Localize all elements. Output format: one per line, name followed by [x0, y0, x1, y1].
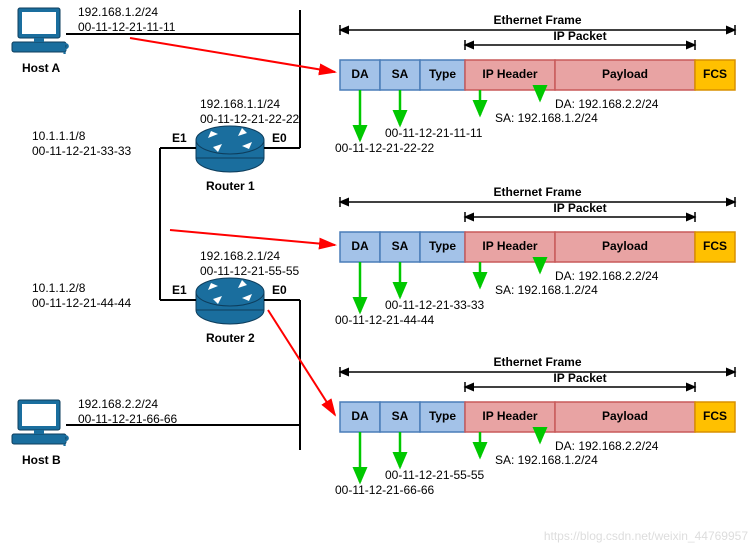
r2-e1-label: E1	[172, 283, 187, 297]
router-2-label: Router 2	[206, 331, 255, 345]
frame-3-ip-sa: SA: 192.168.1.2/24	[495, 453, 598, 467]
r2-e1-ip: 10.1.1.2/8	[32, 281, 86, 295]
frame-2-ip-sa: SA: 192.168.1.2/24	[495, 283, 598, 297]
svg-text:IP Header: IP Header	[482, 409, 537, 423]
svg-text:SA: SA	[392, 67, 409, 81]
svg-text:IP Packet: IP Packet	[553, 29, 606, 43]
router-1-label: Router 1	[206, 179, 255, 193]
svg-text:DA: DA	[351, 67, 369, 81]
svg-text:?: ?	[60, 433, 70, 450]
svg-text:Payload: Payload	[602, 239, 648, 253]
svg-text:IP Packet: IP Packet	[553, 201, 606, 215]
host-a-mac: 00-11-12-21-11-11	[78, 20, 176, 34]
arrow-hop-1	[130, 38, 335, 72]
frame-1-mac-da: 00-11-12-21-22-22	[335, 141, 435, 155]
svg-text:Payload: Payload	[602, 409, 648, 423]
svg-text:?: ?	[60, 41, 70, 58]
svg-text:IP Packet: IP Packet	[553, 371, 606, 385]
svg-text:IP Header: IP Header	[482, 67, 537, 81]
r1-e1-label: E1	[172, 131, 187, 145]
frame-3-ip-da: DA: 192.168.2.2/24	[555, 439, 659, 453]
host-b: ? Host B 192.168.2.2/24 00-11-12-21-66-6…	[12, 397, 300, 467]
r1-e1-ip: 10.1.1.1/8	[32, 129, 86, 143]
svg-text:FCS: FCS	[703, 239, 727, 253]
frame-2-ip-da: DA: 192.168.2.2/24	[555, 269, 659, 283]
svg-text:Type: Type	[429, 67, 456, 81]
r1-e0-ip: 192.168.1.1/24	[200, 97, 280, 111]
svg-text:Type: Type	[429, 409, 456, 423]
r2-e1-mac: 00-11-12-21-44-44	[32, 296, 132, 310]
host-a-ip: 192.168.1.2/24	[78, 5, 158, 19]
r1-e1-mac: 00-11-12-21-33-33	[32, 144, 132, 158]
frame-3-mac-da: 00-11-12-21-66-66	[335, 483, 435, 497]
svg-text:SA: SA	[392, 409, 409, 423]
svg-text:Ethernet Frame: Ethernet Frame	[493, 355, 581, 369]
frame-2: Ethernet Frame IP Packet DA SA Type IP Header…	[335, 185, 735, 327]
svg-text:Type: Type	[429, 239, 456, 253]
svg-text:Ethernet Frame: Ethernet Frame	[493, 185, 581, 199]
r2-e0-mac: 00-11-12-21-55-55	[200, 264, 300, 278]
router-1: Router 1 E0 192.168.1.1/24 00-11-12-21-2…	[32, 65, 300, 193]
frame-1-ip-da: DA: 192.168.2.2/24	[555, 97, 659, 111]
frame-1: Ethernet Frame IP Packet DA SA Type IP Header…	[335, 13, 735, 155]
host-b-ip: 192.168.2.2/24	[78, 397, 158, 411]
svg-text:IP Header: IP Header	[482, 239, 537, 253]
arrow-hop-2	[170, 230, 335, 245]
host-a: ? Host A 192.168.1.2/24 00-11-12-21-11-1…	[12, 5, 300, 75]
frame-3-mac-sa: 00-11-12-21-55-55	[385, 468, 485, 482]
svg-text:Payload: Payload	[602, 67, 648, 81]
frame-1-mac-sa: 00-11-12-21-11-11	[385, 126, 483, 140]
frame-2-mac-sa: 00-11-12-21-33-33	[385, 298, 485, 312]
frame-1-ip-sa: SA: 192.168.1.2/24	[495, 111, 598, 125]
r2-e0-label: E0	[272, 283, 287, 297]
svg-text:SA: SA	[392, 239, 409, 253]
svg-text:DA: DA	[351, 409, 369, 423]
svg-text:DA: DA	[351, 239, 369, 253]
r1-e0-label: E0	[272, 131, 287, 145]
router-2: Router 2 E0 192.168.2.1/24 00-11-12-21-5…	[32, 249, 300, 395]
svg-text:Ethernet Frame: Ethernet Frame	[493, 13, 581, 27]
watermark: https://blog.csdn.net/weixin_44769957	[544, 529, 748, 543]
frame-3: Ethernet Frame IP Packet DA SA Type IP Header…	[335, 355, 735, 497]
r1-e0-mac: 00-11-12-21-22-22	[200, 112, 300, 126]
r2-e0-ip: 192.168.2.1/24	[200, 249, 280, 263]
svg-text:FCS: FCS	[703, 67, 727, 81]
host-a-label: Host A	[22, 61, 61, 75]
host-b-label: Host B	[22, 453, 61, 467]
frame-2-mac-da: 00-11-12-21-44-44	[335, 313, 435, 327]
svg-text:FCS: FCS	[703, 409, 727, 423]
arrow-hop-3	[268, 310, 335, 415]
host-b-mac: 00-11-12-21-66-66	[78, 412, 178, 426]
